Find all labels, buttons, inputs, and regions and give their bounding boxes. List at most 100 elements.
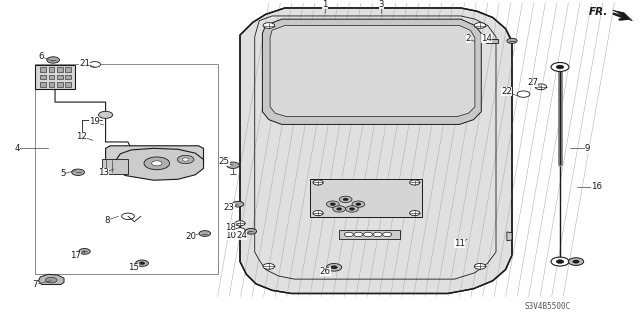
- Circle shape: [330, 203, 335, 205]
- Text: 22: 22: [501, 87, 513, 96]
- Circle shape: [551, 63, 569, 71]
- Circle shape: [352, 201, 365, 207]
- Circle shape: [235, 228, 245, 233]
- Bar: [49, 67, 54, 72]
- Bar: [40, 82, 46, 87]
- Circle shape: [245, 228, 257, 234]
- Circle shape: [344, 232, 353, 237]
- Circle shape: [144, 157, 170, 170]
- Bar: [57, 67, 63, 72]
- Bar: [339, 230, 400, 239]
- Circle shape: [573, 260, 579, 263]
- Text: 11: 11: [454, 239, 465, 248]
- Circle shape: [235, 221, 245, 226]
- Circle shape: [45, 277, 57, 283]
- Text: 16: 16: [591, 182, 602, 191]
- Polygon shape: [262, 19, 481, 124]
- Text: 27: 27: [527, 78, 538, 87]
- Circle shape: [326, 263, 342, 271]
- Bar: [57, 82, 63, 87]
- Circle shape: [136, 260, 148, 266]
- Circle shape: [89, 62, 100, 67]
- Circle shape: [556, 65, 564, 69]
- Circle shape: [339, 196, 352, 203]
- Circle shape: [337, 208, 342, 210]
- Circle shape: [313, 211, 323, 216]
- Circle shape: [551, 257, 569, 266]
- Circle shape: [354, 232, 363, 237]
- Bar: [40, 75, 46, 79]
- Circle shape: [373, 232, 382, 237]
- Bar: [35, 64, 218, 274]
- Circle shape: [99, 111, 113, 118]
- Text: 18: 18: [225, 223, 236, 232]
- Circle shape: [333, 206, 346, 212]
- Circle shape: [364, 232, 372, 237]
- Circle shape: [349, 208, 355, 210]
- Text: 21: 21: [79, 59, 90, 68]
- Circle shape: [152, 161, 162, 166]
- Bar: [102, 159, 128, 174]
- Circle shape: [356, 203, 361, 205]
- Circle shape: [227, 162, 239, 168]
- Polygon shape: [38, 274, 64, 285]
- Polygon shape: [240, 8, 512, 293]
- Bar: [35, 65, 75, 89]
- Circle shape: [568, 258, 584, 265]
- Text: 13: 13: [98, 168, 109, 177]
- Polygon shape: [507, 232, 512, 241]
- Text: 4: 4: [15, 144, 20, 153]
- Bar: [57, 75, 63, 79]
- Text: 3: 3: [379, 0, 384, 9]
- Bar: [310, 179, 422, 217]
- Circle shape: [313, 180, 323, 185]
- Circle shape: [410, 211, 420, 216]
- Circle shape: [122, 213, 134, 219]
- Circle shape: [535, 84, 547, 90]
- Text: 17: 17: [70, 251, 81, 260]
- Polygon shape: [270, 26, 475, 116]
- Text: FR.: FR.: [589, 7, 608, 17]
- Circle shape: [263, 23, 275, 28]
- Circle shape: [47, 57, 60, 63]
- Text: 15: 15: [127, 263, 139, 272]
- Text: 6: 6: [39, 52, 44, 61]
- Text: 12: 12: [76, 132, 88, 141]
- Circle shape: [474, 263, 486, 269]
- Circle shape: [474, 23, 486, 28]
- Bar: [65, 75, 71, 79]
- Text: 14: 14: [481, 34, 492, 43]
- Text: 26: 26: [319, 267, 331, 276]
- Text: 10: 10: [225, 231, 236, 240]
- Circle shape: [331, 266, 337, 269]
- Circle shape: [79, 249, 90, 254]
- Text: 23: 23: [223, 204, 235, 212]
- Text: 7: 7: [33, 280, 38, 289]
- Polygon shape: [106, 146, 204, 166]
- Circle shape: [326, 201, 339, 207]
- Bar: [486, 39, 498, 43]
- Text: 2: 2: [466, 34, 471, 43]
- Circle shape: [383, 232, 392, 237]
- Circle shape: [556, 260, 564, 263]
- Bar: [49, 82, 54, 87]
- Text: S3V4B5500C: S3V4B5500C: [524, 302, 570, 311]
- Text: 8: 8: [105, 216, 110, 225]
- Circle shape: [72, 169, 84, 175]
- Circle shape: [343, 198, 348, 201]
- Circle shape: [182, 158, 189, 161]
- Text: 9: 9: [585, 144, 590, 153]
- Text: 1: 1: [323, 0, 328, 9]
- Text: 5: 5: [60, 169, 65, 178]
- Text: 25: 25: [218, 157, 230, 166]
- Circle shape: [140, 262, 145, 264]
- Circle shape: [232, 201, 244, 207]
- Bar: [40, 67, 46, 72]
- Text: 24: 24: [236, 231, 248, 240]
- Polygon shape: [116, 148, 204, 180]
- Circle shape: [346, 206, 358, 212]
- Circle shape: [199, 231, 211, 236]
- Bar: [65, 82, 71, 87]
- Bar: [49, 75, 54, 79]
- Circle shape: [507, 38, 517, 43]
